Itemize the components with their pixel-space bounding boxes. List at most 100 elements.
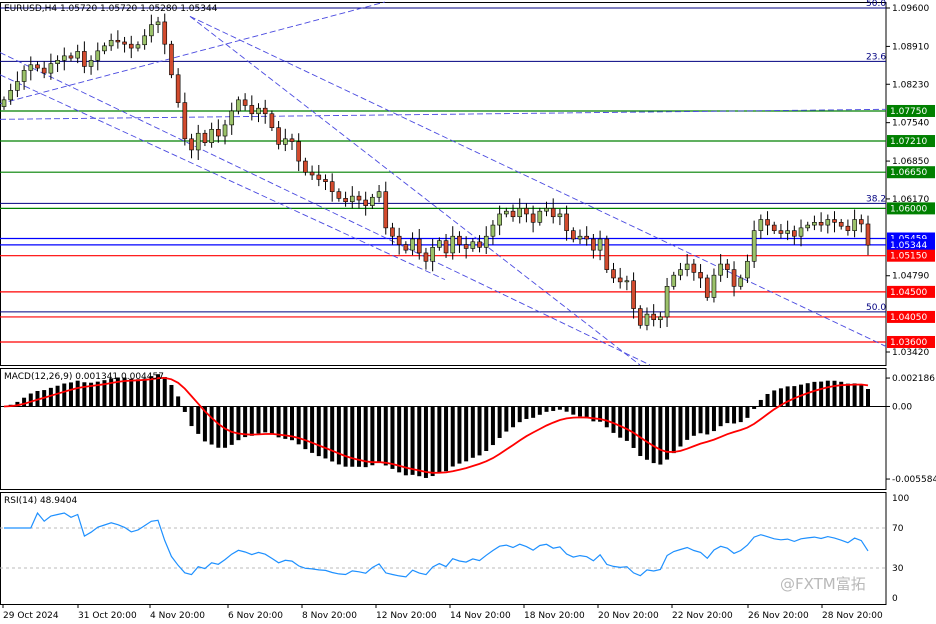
price-tick-label: 1.03420 bbox=[892, 348, 929, 358]
macd-histogram-bar bbox=[229, 406, 234, 445]
candle bbox=[189, 133, 194, 159]
macd-histogram-bar bbox=[330, 406, 335, 462]
candle-body-bull bbox=[209, 129, 214, 144]
candle bbox=[35, 61, 40, 72]
time-tick-label: 20 Nov 20:00 bbox=[598, 611, 659, 621]
candle-body-bear bbox=[845, 225, 851, 231]
macd-histogram-bar bbox=[805, 383, 810, 407]
level-tag-current bbox=[887, 238, 935, 251]
macd-histogram-bar bbox=[390, 406, 395, 469]
macd-histogram-bar bbox=[430, 406, 435, 477]
candle bbox=[416, 228, 422, 260]
candle-body-bull bbox=[349, 195, 355, 203]
time-tick-label: 8 Nov 20:00 bbox=[302, 611, 357, 621]
level-tag-support bbox=[887, 335, 935, 348]
candle-body-bear bbox=[383, 191, 389, 229]
candle-body-bear bbox=[356, 195, 362, 201]
candle-body-bear bbox=[416, 238, 422, 254]
candle bbox=[8, 83, 13, 105]
time-tick-label: 22 Nov 20:00 bbox=[672, 611, 733, 621]
macd-histogram-bar bbox=[578, 406, 582, 417]
candle-body-bull bbox=[450, 235, 456, 254]
macd-histogram-bar bbox=[752, 406, 757, 409]
time-tick-label: 14 Nov 20:00 bbox=[450, 611, 511, 621]
candle bbox=[564, 205, 569, 241]
candle-body-bear bbox=[396, 235, 402, 245]
level-tag-resistance bbox=[887, 202, 935, 215]
candle bbox=[571, 227, 576, 243]
candle bbox=[859, 214, 864, 233]
candle-body-bull bbox=[195, 132, 201, 151]
candle-body-bull bbox=[222, 124, 228, 137]
macd-histogram-bar bbox=[249, 406, 254, 436]
candle-body-bull bbox=[785, 230, 790, 234]
macd-histogram-bar bbox=[470, 406, 475, 458]
candle-body-bear bbox=[276, 127, 281, 145]
candle bbox=[356, 191, 362, 209]
macd-histogram-bar bbox=[216, 406, 221, 448]
candle-body-bear bbox=[631, 280, 636, 309]
macd-histogram-bar bbox=[778, 388, 783, 407]
candle-body-bear bbox=[323, 179, 328, 182]
macd-histogram-bar bbox=[209, 406, 214, 445]
candle-body-bull bbox=[28, 64, 34, 71]
candle-body-bear bbox=[698, 272, 703, 279]
candle bbox=[149, 14, 154, 43]
candle bbox=[289, 133, 295, 150]
macd-histogram-bar bbox=[276, 406, 281, 438]
candle bbox=[812, 215, 817, 231]
time-tick-label: 26 Nov 20:00 bbox=[748, 611, 809, 621]
candle-body-bull bbox=[48, 63, 54, 74]
level-tag-label: 1.07210 bbox=[890, 137, 927, 147]
candle bbox=[678, 262, 683, 281]
macd-histogram-bar bbox=[310, 406, 315, 453]
rsi-line bbox=[4, 511, 869, 578]
price-tick-label: 1.06850 bbox=[892, 157, 929, 167]
candle bbox=[303, 157, 308, 176]
candle bbox=[55, 55, 60, 73]
candle-body-bull bbox=[142, 35, 147, 46]
candle bbox=[597, 230, 603, 261]
macd-histogram-bar bbox=[665, 406, 670, 460]
macd-histogram-bar bbox=[236, 406, 241, 441]
candle-body-bear bbox=[550, 208, 556, 218]
macd-histogram-bar bbox=[604, 406, 609, 428]
candle bbox=[323, 174, 328, 191]
candle bbox=[631, 272, 636, 319]
candle bbox=[95, 42, 101, 71]
price-axis: 1.09600 1.08910 1.08230 1.07540 1.06850 1.061… bbox=[886, 4, 929, 358]
macd-histogram-bar bbox=[22, 397, 27, 407]
candle-body-bull bbox=[597, 238, 603, 251]
level-tag-resistance bbox=[887, 104, 935, 117]
candle bbox=[658, 311, 663, 329]
macd-histogram-bar bbox=[269, 406, 274, 434]
macd-histogram-bar bbox=[383, 406, 388, 466]
macd-histogram-bar bbox=[477, 406, 482, 456]
candle-body-bull bbox=[430, 247, 435, 262]
candle-body-bull bbox=[155, 21, 161, 25]
macd-histogram-bar bbox=[115, 377, 120, 407]
macd-histogram-bar bbox=[290, 406, 294, 441]
candle-body-bear bbox=[524, 208, 529, 215]
candle bbox=[785, 220, 790, 241]
candle-body-bull bbox=[678, 269, 683, 276]
macd-histogram-bar bbox=[102, 380, 107, 407]
macd-tick-label: 0.002186 bbox=[892, 374, 935, 384]
macd-histogram-bar bbox=[551, 406, 556, 411]
candle-body-bear bbox=[343, 198, 348, 203]
candle bbox=[745, 254, 750, 283]
macd-histogram-bar bbox=[631, 406, 636, 448]
level-tag-label: 1.05344 bbox=[890, 241, 927, 251]
candle-body-bear bbox=[637, 308, 643, 326]
candle bbox=[182, 92, 188, 146]
level-tag-label: 1.03600 bbox=[890, 338, 927, 348]
macd-histogram-bar bbox=[839, 381, 844, 407]
macd-histogram-bar bbox=[772, 390, 777, 407]
candle-body-bull bbox=[370, 196, 375, 206]
macd-histogram-bar bbox=[651, 406, 656, 464]
candle bbox=[490, 220, 496, 245]
level-tag-label: 1.05150 bbox=[890, 252, 927, 262]
time-tick-label: 28 Nov 20:00 bbox=[822, 611, 883, 621]
candle-body-bull bbox=[437, 240, 442, 248]
candle bbox=[470, 238, 476, 252]
